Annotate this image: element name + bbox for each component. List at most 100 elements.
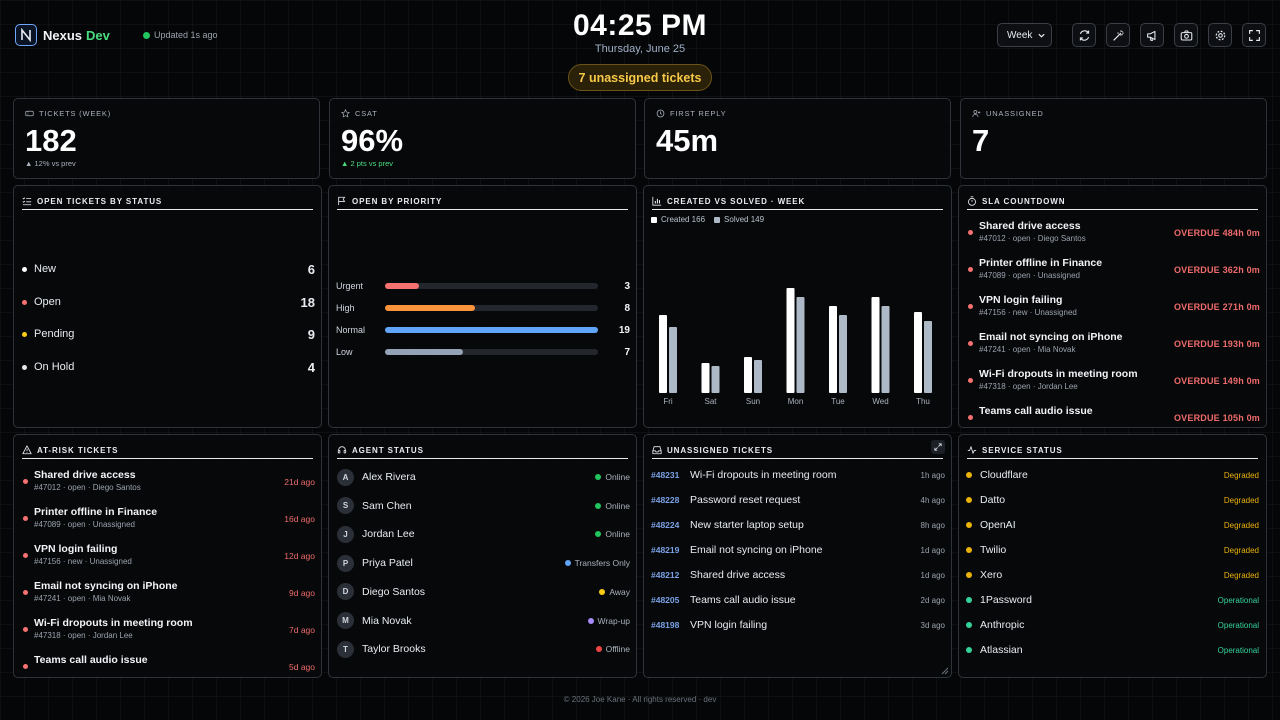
kpi-card-tickets: TICKETS (WEEK) 182 ▲ 12% vs prev <box>13 98 320 179</box>
bar-solved-mon[interactable] <box>796 297 805 393</box>
unassigned-row[interactable]: #48205 Teams call audio issue 2d ago <box>651 591 945 609</box>
at-risk-item[interactable]: VPN login failing #47156 · new · Unassign… <box>22 541 315 571</box>
priority-row-low[interactable]: Low 7 <box>336 345 630 359</box>
refresh-button[interactable] <box>1072 23 1096 47</box>
expand-button[interactable] <box>931 440 945 454</box>
unassigned-row[interactable]: #48219 Email not syncing on iPhone 1d ago <box>651 541 945 559</box>
service-row-cloudflare[interactable]: Cloudflare Degraded <box>966 466 1259 484</box>
status-row-pending[interactable]: Pending 9 <box>22 326 315 342</box>
priority-dot-icon <box>23 590 28 595</box>
priority-dot-icon <box>23 664 28 669</box>
settings-button[interactable] <box>1208 23 1232 47</box>
resize-handle-icon[interactable] <box>939 665 949 675</box>
at-risk-item[interactable]: Teams call audio issue 5d ago <box>22 652 315 677</box>
priority-row-urgent[interactable]: Urgent 3 <box>336 279 630 293</box>
service-status-dot-icon <box>966 547 972 553</box>
kpi-delta: ▲ 2 pts vs prev <box>341 159 394 168</box>
sla-item[interactable]: Shared drive access #47012 · open · Diego… <box>967 218 1260 248</box>
x-tick-label: Mon <box>788 397 804 406</box>
ticket-age: 1h ago <box>920 470 945 480</box>
sla-item[interactable]: Teams call audio issue OVERDUE 105h 0m <box>967 403 1260 427</box>
at-risk-item[interactable]: Printer offline in Finance #47089 · open … <box>22 504 315 534</box>
ticket-age: 1d ago <box>920 545 945 555</box>
agent-row[interactable]: J Jordan Lee Online <box>337 523 630 545</box>
priority-dot-icon <box>968 415 973 420</box>
bar-created-sun[interactable] <box>744 357 752 393</box>
screenshot-button[interactable] <box>1174 23 1198 47</box>
range-select[interactable]: Week <box>997 23 1052 47</box>
agent-row[interactable]: D Diego Santos Away <box>337 581 630 603</box>
bar-solved-thu[interactable] <box>924 321 932 393</box>
service-row-anthropic[interactable]: Anthropic Operational <box>966 616 1259 634</box>
sla-item[interactable]: Wi-Fi dropouts in meeting room #47318 · o… <box>967 366 1260 396</box>
legend-created[interactable]: Created 166 <box>651 215 705 224</box>
sla-item[interactable]: VPN login failing #47156 · new · Unassign… <box>967 292 1260 322</box>
bar-created-sat[interactable] <box>701 363 710 393</box>
status-dot-icon <box>595 474 602 480</box>
agent-row[interactable]: S Sam Chen Online <box>337 495 630 517</box>
unassigned-alert-pill[interactable]: 7 unassigned tickets <box>568 64 712 91</box>
bar-created-tue[interactable] <box>829 306 837 393</box>
bar-solved-fri[interactable] <box>669 327 677 393</box>
agent-row[interactable]: T Taylor Brooks Offline <box>337 638 630 660</box>
status-row-on-hold[interactable]: On Hold 4 <box>22 359 315 375</box>
sla-countdown: OVERDUE 105h 0m <box>1173 413 1260 423</box>
service-row-1password[interactable]: 1Password Operational <box>966 591 1259 609</box>
updated-text: Updated 1s ago <box>154 30 218 40</box>
agent-status-text: Transfers Only <box>574 558 630 569</box>
agent-row[interactable]: M Mia Novak Wrap-up <box>337 610 630 632</box>
service-row-openai[interactable]: OpenAI Degraded <box>966 516 1259 534</box>
agent-row[interactable]: A Alex Rivera Online <box>337 466 630 488</box>
legend-solved[interactable]: Solved 149 <box>714 215 764 224</box>
service-row-xero[interactable]: Xero Degraded <box>966 566 1259 584</box>
bar-created-mon[interactable] <box>786 288 795 393</box>
service-name: Cloudflare <box>980 469 1028 481</box>
announce-button[interactable] <box>1140 23 1164 47</box>
unassigned-row[interactable]: #48228 Password reset request 4h ago <box>651 491 945 509</box>
ticket-icon <box>25 110 34 117</box>
magic-button[interactable] <box>1106 23 1130 47</box>
unassigned-row[interactable]: #48224 New starter laptop setup 8h ago <box>651 516 945 534</box>
status-label: New <box>34 263 57 275</box>
ticket-title: Teams call audio issue <box>690 594 796 606</box>
at-risk-item[interactable]: Shared drive access #47012 · open · Diego… <box>22 467 315 497</box>
priority-bar-track <box>385 305 598 311</box>
unassigned-row[interactable]: #48231 Wi-Fi dropouts in meeting room 1h a… <box>651 466 945 484</box>
status-row-open[interactable]: Open 18 <box>22 294 315 310</box>
priority-row-high[interactable]: High 8 <box>336 301 630 315</box>
agent-row[interactable]: P Priya Patel Transfers Only <box>337 552 630 574</box>
kpi-label: FIRST REPLY <box>656 109 726 118</box>
fullscreen-button[interactable] <box>1242 23 1266 47</box>
at-risk-item[interactable]: Email not syncing on iPhone #47241 · open… <box>22 578 315 608</box>
header: Nexus Dev Updated 1s ago 04:25 PM Thursd… <box>0 0 1280 96</box>
avatar: A <box>337 468 354 486</box>
agent-status: Wrap-up <box>587 616 630 626</box>
service-row-datto[interactable]: Datto Degraded <box>966 491 1259 509</box>
service-name: 1Password <box>980 594 1032 606</box>
bar-solved-tue[interactable] <box>839 315 847 393</box>
at-risk-item[interactable]: Wi-Fi dropouts in meeting room #47318 · o… <box>22 615 315 645</box>
priority-row-normal[interactable]: Normal 19 <box>336 323 630 337</box>
ticket-id: #48212 <box>651 570 680 580</box>
service-row-atlassian[interactable]: Atlassian Operational <box>966 641 1259 659</box>
sla-item[interactable]: Printer offline in Finance #47089 · open … <box>967 255 1260 285</box>
sla-item[interactable]: Email not syncing on iPhone #47241 · open… <box>967 329 1260 359</box>
bar-created-fri[interactable] <box>659 315 667 393</box>
status-dot-icon <box>595 531 602 538</box>
brand[interactable]: Nexus Dev <box>15 24 110 46</box>
bar-solved-sun[interactable] <box>754 360 762 393</box>
status-dot-icon <box>22 364 27 370</box>
bar-solved-sat[interactable] <box>711 366 720 393</box>
status-row-new[interactable]: New 6 <box>22 261 315 277</box>
bar-solved-wed[interactable] <box>881 306 890 393</box>
kpi-label: UNASSIGNED <box>972 109 1044 118</box>
unassigned-row[interactable]: #48198 VPN login failing 3d ago <box>651 616 945 634</box>
service-row-twilio[interactable]: Twilio Degraded <box>966 541 1259 559</box>
activity-icon <box>967 446 977 454</box>
agent-name: Alex Rivera <box>362 471 416 483</box>
bar-created-thu[interactable] <box>914 312 922 393</box>
unassigned-row[interactable]: #48212 Shared drive access 1d ago <box>651 566 945 584</box>
priority-dot-icon <box>23 553 28 558</box>
bar-created-wed[interactable] <box>871 297 880 393</box>
timer-icon <box>968 196 976 206</box>
